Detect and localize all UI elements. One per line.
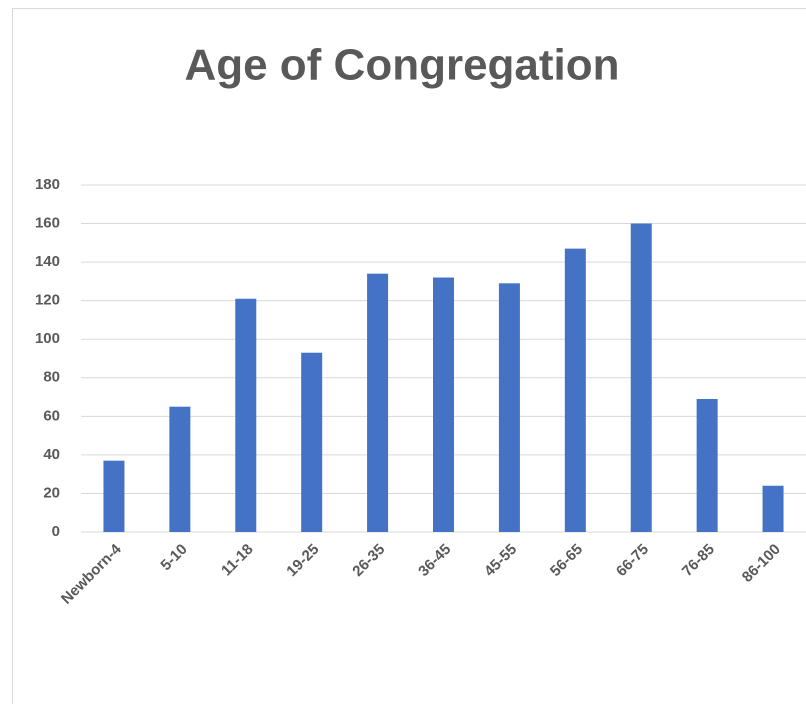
y-tick-label: 20 bbox=[43, 484, 60, 501]
y-tick-label: 120 bbox=[35, 292, 60, 309]
y-tick-label: 0 bbox=[52, 523, 60, 540]
chart-frame bbox=[12, 8, 806, 704]
bar bbox=[433, 277, 454, 532]
bar bbox=[630, 223, 652, 533]
y-tick-label: 40 bbox=[43, 446, 60, 463]
bar bbox=[169, 406, 191, 532]
y-tick-label: 140 bbox=[35, 253, 60, 270]
bar bbox=[498, 283, 520, 532]
bar bbox=[301, 352, 323, 532]
y-tick-label: 60 bbox=[43, 407, 60, 424]
bar bbox=[696, 398, 718, 532]
y-tick-label: 160 bbox=[35, 215, 60, 232]
y-tick-label: 100 bbox=[35, 330, 60, 347]
y-tick-label: 180 bbox=[35, 176, 60, 193]
bar bbox=[762, 485, 784, 532]
bar bbox=[367, 273, 389, 532]
bar bbox=[564, 248, 586, 532]
y-tick-label: 80 bbox=[43, 369, 60, 386]
bar bbox=[235, 298, 257, 532]
chart-title: Age of Congregation bbox=[184, 41, 619, 90]
bar bbox=[103, 460, 125, 532]
